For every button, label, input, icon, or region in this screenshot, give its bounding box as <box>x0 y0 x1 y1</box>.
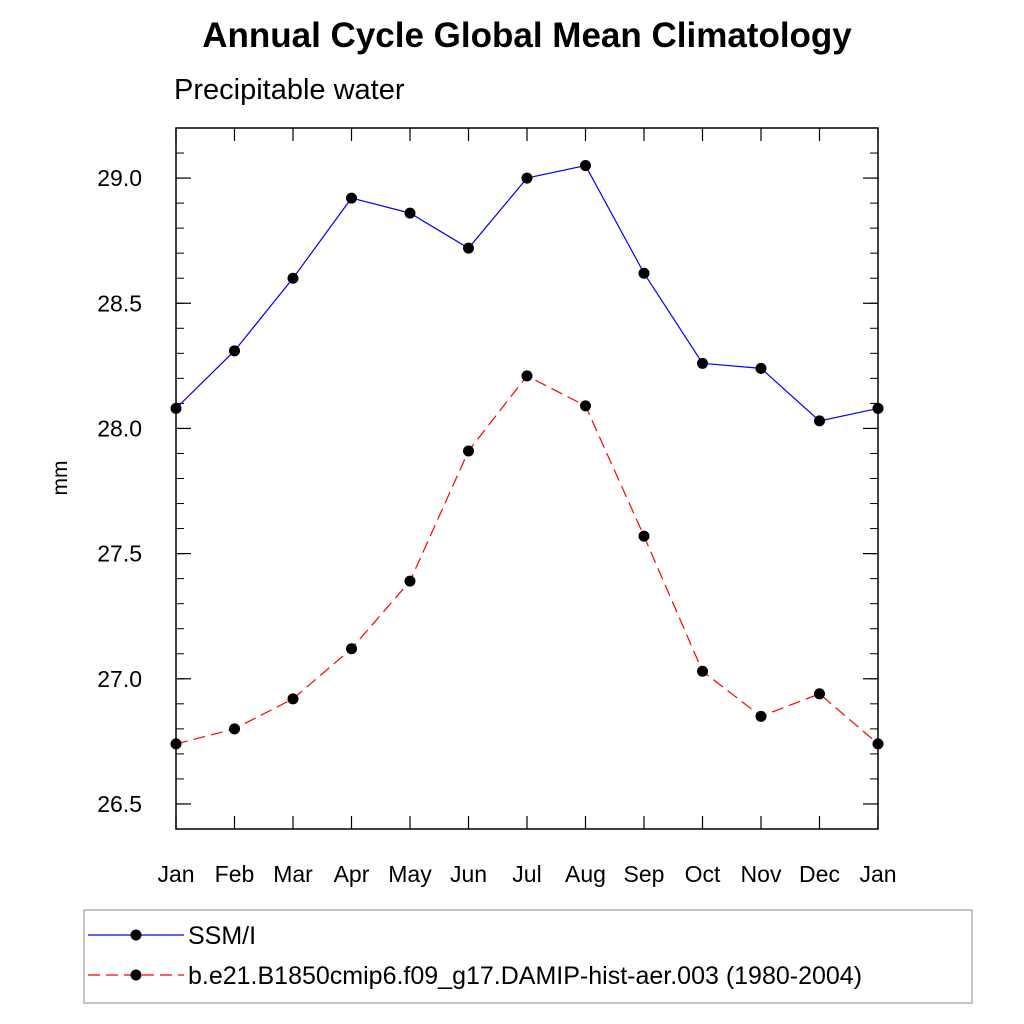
x-tick-label: Dec <box>799 861 840 887</box>
x-tick-label: Aug <box>565 861 606 887</box>
y-tick-label: 27.5 <box>97 541 142 567</box>
plot-frame <box>175 127 879 830</box>
data-point-1-2 <box>287 693 299 705</box>
x-tick-label: Oct <box>685 861 721 887</box>
chart-title: Annual Cycle Global Mean Climatology <box>202 16 852 55</box>
data-point-1-3 <box>346 643 357 655</box>
x-tick-label: Jan <box>157 861 194 887</box>
legend-marker-1 <box>130 969 142 981</box>
series-line-0 <box>175 164 879 422</box>
data-point-1-10 <box>755 710 767 722</box>
data-point-1-1 <box>229 723 240 735</box>
data-point-0-8 <box>638 267 650 279</box>
x-tick-label: May <box>388 861 432 887</box>
data-point-1-4 <box>404 575 416 587</box>
data-point-0-2 <box>287 272 299 284</box>
x-tick-label: Mar <box>273 861 313 887</box>
data-point-0-6 <box>521 172 533 184</box>
legend-marker-0 <box>130 929 142 941</box>
legend-label-1: b.e21.B1850cmip6.f09_g17.DAMIP-hist-aer.… <box>188 962 862 990</box>
data-point-1-9 <box>697 665 708 677</box>
y-tick-label: 26.5 <box>97 791 142 817</box>
x-tick-label: Jun <box>450 861 487 887</box>
data-point-1-6 <box>521 370 533 382</box>
y-tick-label: 27.0 <box>97 666 142 692</box>
data-point-1-11 <box>814 688 825 700</box>
data-point-0-10 <box>755 362 767 374</box>
y-tick-label: 28.0 <box>97 415 142 441</box>
data-point-0-5 <box>463 242 474 254</box>
x-tick-label: Feb <box>215 861 255 887</box>
data-point-0-12 <box>872 402 884 414</box>
data-point-0-1 <box>229 345 240 357</box>
legend: SSM/I b.e21.B1850cmip6.f09_g17.DAMIP-hist… <box>83 909 973 1004</box>
data-point-1-5 <box>463 445 474 457</box>
y-tick-label: 28.5 <box>97 290 142 316</box>
data-point-0-7 <box>580 160 591 172</box>
axis-ticks: Jan Feb Mar Apr May Jun Jul Aug Sep Oct Nov Dec Jan 2… <box>97 127 897 887</box>
data-point-0-3 <box>346 192 357 204</box>
x-tick-label: Jul <box>512 861 541 887</box>
data-point-0-11 <box>814 415 825 427</box>
data-point-1-8 <box>638 530 650 542</box>
x-tick-label: Jan <box>859 861 896 887</box>
x-tick-label: Nov <box>741 861 782 887</box>
y-axis-label: mm <box>49 461 72 496</box>
data-point-0-4 <box>404 207 416 219</box>
data-point-1-0 <box>170 738 182 750</box>
data-point-0-9 <box>697 357 708 369</box>
x-tick-label: Apr <box>334 861 370 887</box>
data-point-0-0 <box>170 402 182 414</box>
data-point-1-12 <box>872 738 884 750</box>
y-tick-label: 29.0 <box>97 165 142 191</box>
series-line-1 <box>175 375 879 745</box>
series-layer <box>170 160 884 750</box>
chart-subtitle: Precipitable water <box>174 74 405 106</box>
legend-box <box>83 909 973 1004</box>
x-tick-label: Sep <box>624 861 665 887</box>
data-point-1-7 <box>580 400 591 412</box>
legend-label-0: SSM/I <box>188 922 256 950</box>
